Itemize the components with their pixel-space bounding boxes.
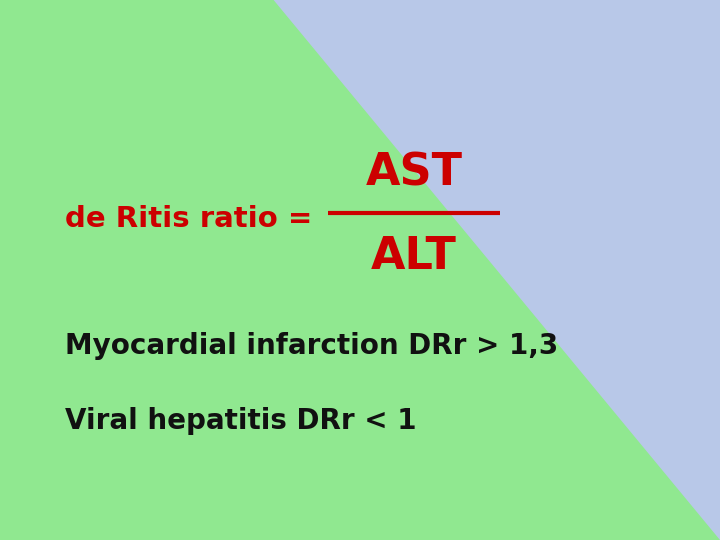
- Text: AST: AST: [366, 151, 462, 194]
- Text: de Ritis ratio =: de Ritis ratio =: [65, 205, 323, 233]
- Text: Myocardial infarction DRr > 1,3: Myocardial infarction DRr > 1,3: [65, 332, 558, 360]
- Text: ALT: ALT: [371, 235, 457, 278]
- Text: Viral hepatitis DRr < 1: Viral hepatitis DRr < 1: [65, 407, 416, 435]
